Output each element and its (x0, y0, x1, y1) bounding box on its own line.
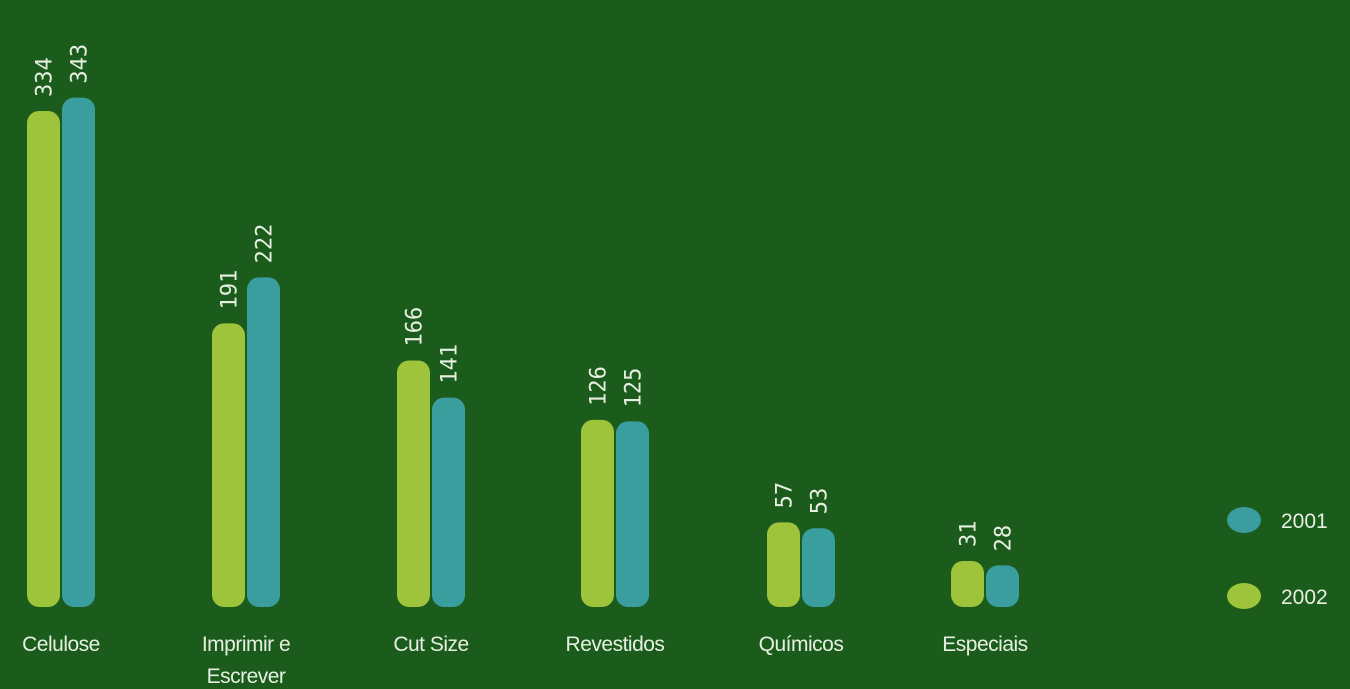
value-label-2002-1: 191 (218, 270, 243, 310)
legend-swatch-2001 (1227, 507, 1261, 533)
category-label-0: Celulose (22, 633, 100, 656)
legend-label-2001: 2001 (1281, 510, 1328, 533)
bar-2002-1 (212, 323, 245, 607)
legend-label-2002: 2002 (1281, 586, 1328, 609)
legend-swatch-2002 (1227, 583, 1261, 609)
value-label-2001-0: 343 (68, 44, 93, 84)
value-label-2001-3: 125 (622, 368, 647, 408)
value-label-2002-2: 166 (403, 307, 428, 347)
value-label-2002-3: 126 (587, 366, 612, 406)
category-label-1: Imprimir e Escrever (202, 633, 290, 688)
value-labels: 334 343 191 222 166 141 126 125 57 53 31 28 (33, 44, 1017, 552)
bar-2002-4 (767, 522, 800, 607)
bar-2002-3 (581, 419, 614, 607)
bar-2001-1 (247, 277, 280, 607)
value-label-2001-1: 222 (253, 224, 278, 264)
value-label-2001-2: 141 (438, 344, 463, 384)
category-label-5: Especiais (942, 633, 1027, 656)
category-label-4: Químicos (759, 633, 844, 656)
bar-2001-5 (986, 565, 1019, 607)
bars (27, 97, 1019, 608)
bar-2001-0 (62, 97, 95, 608)
bar-2001-3 (616, 421, 649, 607)
category-labels: Celulose Imprimir e Escrever Cut Size Revest… (22, 633, 1028, 688)
value-label-2002-4: 57 (773, 482, 798, 509)
legend: 2001 2002 (1227, 507, 1328, 609)
value-label-2001-4: 53 (808, 488, 833, 515)
category-label-3: Revestidos (566, 633, 665, 656)
bar-2001-2 (432, 397, 465, 607)
bar-2002-0 (27, 111, 60, 607)
bar-2001-4 (802, 528, 835, 607)
value-label-2001-5: 28 (992, 525, 1017, 552)
bar-2002-2 (397, 360, 430, 607)
value-label-2002-5: 31 (957, 520, 982, 547)
value-label-2002-0: 334 (33, 57, 58, 97)
bar-2002-5 (951, 560, 984, 607)
category-label-2: Cut Size (393, 633, 468, 656)
